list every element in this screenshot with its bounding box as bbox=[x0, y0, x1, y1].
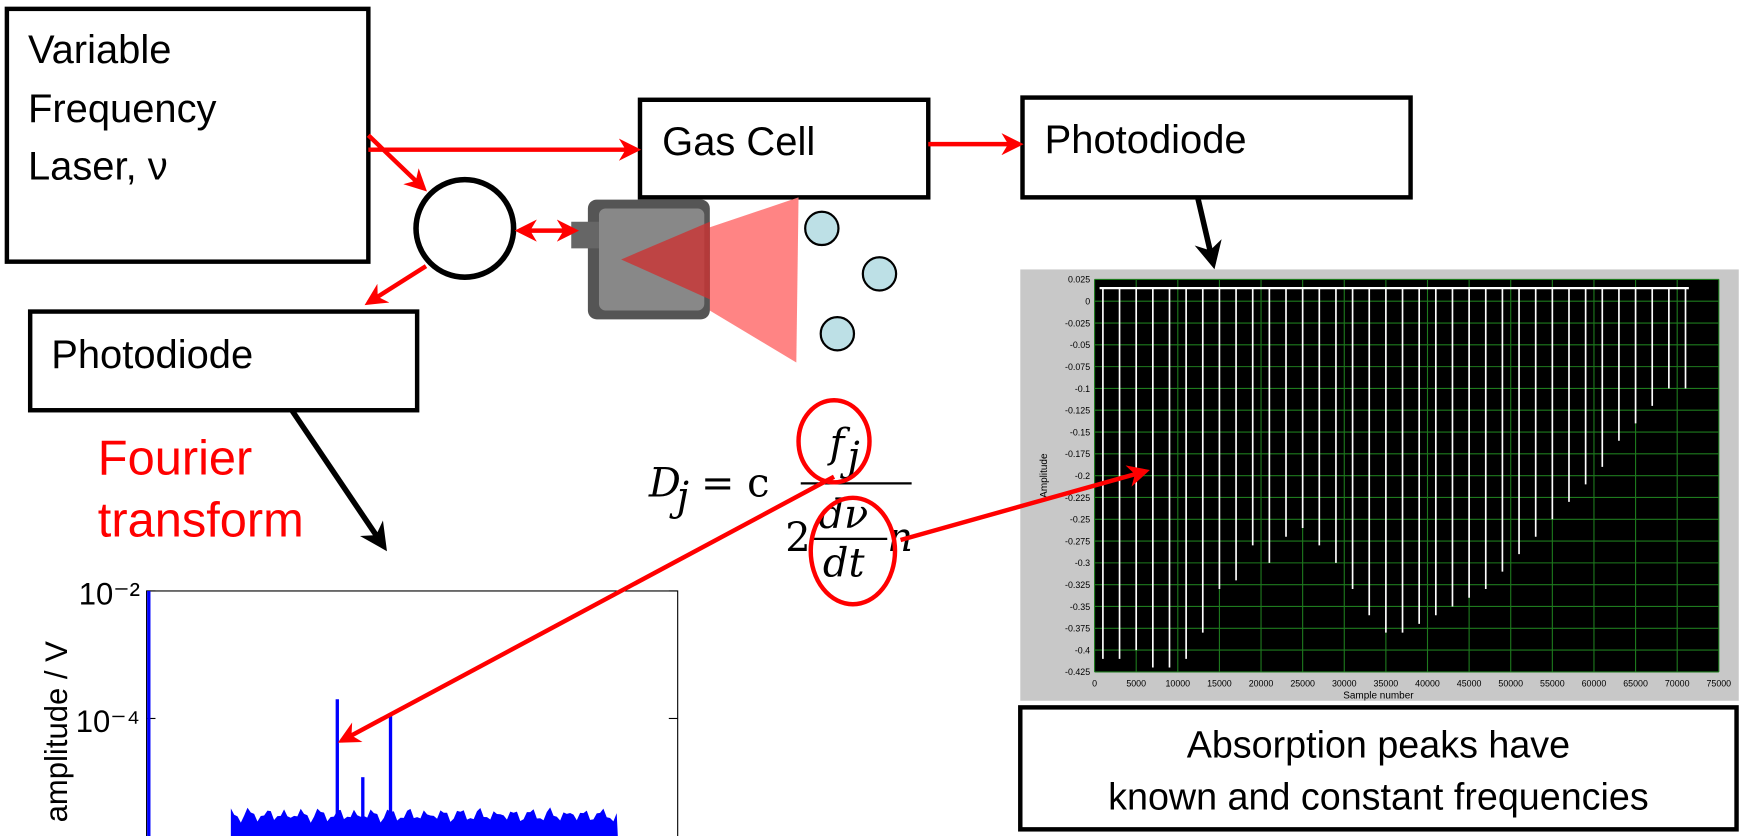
molecule bbox=[863, 257, 896, 290]
formula: D j = c f j 2 dν dt n bbox=[648, 400, 913, 604]
formula-part: dt bbox=[823, 541, 866, 587]
x-tick-label: 45000 bbox=[1457, 678, 1482, 688]
x-tick-label: 30000 bbox=[1332, 678, 1357, 688]
x-axis-label: Sample number bbox=[1343, 691, 1414, 702]
y-tick-label: -0.325 bbox=[1065, 580, 1090, 590]
x-tick-label: 25000 bbox=[1290, 678, 1315, 688]
caption: known and constant frequencies bbox=[1108, 775, 1649, 817]
x-tick-label: 20000 bbox=[1249, 678, 1274, 688]
plot-frame bbox=[147, 591, 678, 836]
y-tick-label: -0.175 bbox=[1065, 449, 1090, 459]
x-tick-label: 10000 bbox=[1165, 678, 1190, 688]
y-tick-label: 0 bbox=[1085, 297, 1090, 307]
molecule bbox=[821, 317, 854, 350]
y-tick-label: -0.25 bbox=[1070, 515, 1090, 525]
arrow bbox=[292, 410, 384, 546]
y-axis-label: amplitude / V bbox=[39, 641, 74, 822]
x-tick-label: 70000 bbox=[1665, 678, 1690, 688]
page: Variable Frequency Laser, ν Gas Cell Pho… bbox=[0, 0, 1739, 836]
absorption-chart: Sample number Amplitude 0.025 0 -0.025 -0.0… bbox=[1020, 269, 1738, 701]
x-tick-label: 65000 bbox=[1623, 678, 1648, 688]
gas-cell-label: Gas Cell bbox=[662, 120, 815, 164]
y-tick-label: 10⁻² bbox=[79, 576, 140, 611]
arrow bbox=[368, 266, 426, 303]
x-tick-label: 5000 bbox=[1126, 678, 1146, 688]
photodiode-label: Photodiode bbox=[1045, 118, 1247, 162]
y-tick-label: -0.425 bbox=[1065, 667, 1090, 677]
x-tick-label: 55000 bbox=[1540, 678, 1565, 688]
diagram: Variable Frequency Laser, ν Gas Cell Pho… bbox=[0, 0, 1739, 836]
arrow bbox=[1198, 197, 1214, 264]
optics bbox=[571, 197, 896, 362]
arrow bbox=[368, 135, 423, 188]
x-tick-label: 75000 bbox=[1706, 678, 1731, 688]
fourier-label: transform bbox=[98, 494, 304, 548]
y-tick-label: -0.3 bbox=[1075, 558, 1090, 568]
photodiode-label: Photodiode bbox=[51, 333, 253, 377]
x-tick-label: 40000 bbox=[1415, 678, 1440, 688]
y-tick-label: -0.075 bbox=[1065, 362, 1090, 372]
y-tick-label: -0.375 bbox=[1065, 624, 1090, 634]
laser-label: Variable bbox=[28, 28, 171, 72]
x-tick-label: 60000 bbox=[1582, 678, 1607, 688]
y-axis-label: Amplitude bbox=[1039, 453, 1050, 498]
formula-part: = c bbox=[701, 461, 769, 507]
caption: Absorption peaks have bbox=[1187, 723, 1570, 765]
y-tick-label: 0.025 bbox=[1068, 275, 1090, 285]
y-tick-label: 10⁻⁴ bbox=[76, 704, 140, 739]
fourier-label: Fourier bbox=[98, 432, 252, 486]
y-tick-label: -0.025 bbox=[1065, 318, 1090, 328]
x-tick-label: 15000 bbox=[1207, 678, 1232, 688]
y-tick-label: -0.05 bbox=[1070, 340, 1090, 350]
y-tick-label: -0.275 bbox=[1065, 536, 1090, 546]
formula-part: 2 bbox=[785, 515, 810, 561]
y-tick-label: 10⁻⁶ bbox=[76, 831, 140, 836]
laser-label: Frequency bbox=[28, 87, 217, 131]
y-tick-label: -0.2 bbox=[1075, 471, 1090, 481]
x-tick-label: 35000 bbox=[1374, 678, 1399, 688]
y-tick-label: -0.15 bbox=[1070, 427, 1090, 437]
connector bbox=[571, 222, 599, 249]
spectrum-chart: amplitude / V 10⁻² 10⁻⁴ 10⁻⁶ bbox=[39, 576, 678, 836]
y-tick-label: -0.4 bbox=[1075, 645, 1090, 655]
x-tick-label: 0 bbox=[1092, 678, 1097, 688]
molecule bbox=[805, 212, 838, 245]
splitter bbox=[416, 180, 514, 278]
y-tick-label: -0.35 bbox=[1070, 602, 1090, 612]
laser-label: Laser, ν bbox=[28, 145, 168, 189]
y-tick-label: -0.125 bbox=[1065, 406, 1090, 416]
y-tick-label: -0.1 bbox=[1075, 384, 1090, 394]
x-tick-label: 50000 bbox=[1498, 678, 1523, 688]
